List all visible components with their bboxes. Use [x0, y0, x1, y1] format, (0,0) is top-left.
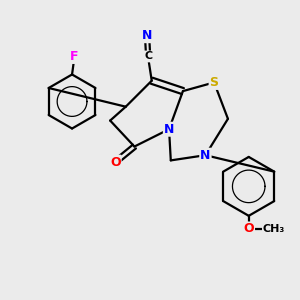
Text: F: F	[70, 50, 78, 63]
Text: C: C	[144, 52, 152, 61]
Text: N: N	[142, 29, 152, 42]
Text: O: O	[243, 223, 254, 236]
Text: N: N	[200, 149, 211, 162]
Text: N: N	[164, 123, 174, 136]
Text: S: S	[210, 76, 219, 89]
Text: O: O	[110, 156, 121, 169]
Text: CH₃: CH₃	[262, 224, 285, 234]
